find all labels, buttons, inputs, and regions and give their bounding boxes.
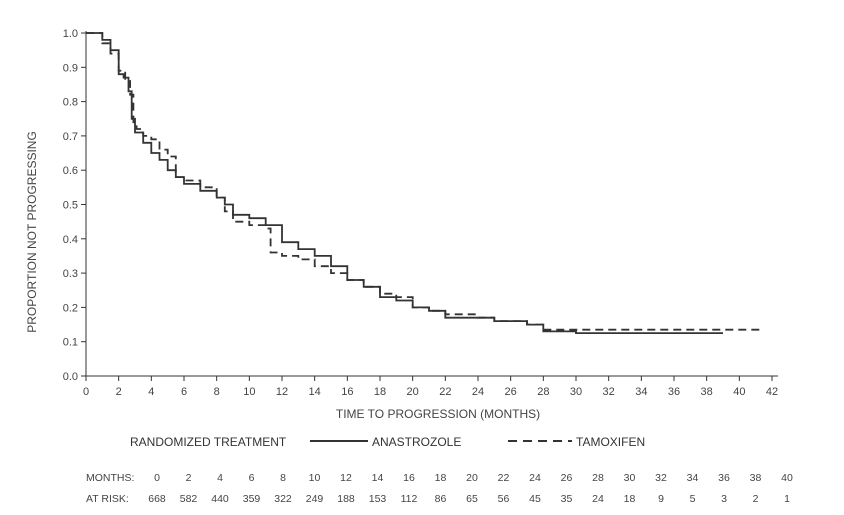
at-risk-count: 112 [401,493,418,505]
x-tick-label: 34 [635,386,647,398]
at-risk-month: 16 [403,472,415,484]
y-tick-label: 1.0 [63,28,78,40]
y-tick-label: 0.3 [63,268,78,280]
series-line-tamoxifen [86,32,764,331]
at-risk-month: 28 [592,472,604,484]
at-risk-count: 359 [243,493,261,505]
at-risk-months-row: 0 2 4 6 8 10 12 14 16 18 20 22 24 26 28 30 32 34 36 38 40 [154,472,793,484]
at-risk-month: 0 [154,472,160,484]
x-tick-label: 36 [668,386,680,398]
x-tick-label: 32 [603,386,615,398]
at-risk-month: 2 [186,472,192,484]
at-risk-count-label: AT RISK: [86,493,129,505]
y-tick-label: 0.1 [63,337,78,349]
x-tick-label: 18 [374,386,386,398]
at-risk-month: 20 [466,472,478,484]
series-group [86,32,764,334]
y-tick-label: 0.6 [63,165,78,177]
at-risk-count: 65 [466,493,478,505]
at-risk-month: 36 [718,472,730,484]
at-risk-count: 188 [337,493,355,505]
x-tick-label: 8 [214,386,220,398]
at-risk-count: 153 [369,493,387,505]
at-risk-table: MONTHS: AT RISK: 0 2 4 6 8 10 12 14 16 18 20 22 24 26… [86,472,793,505]
x-tick-label: 14 [309,386,321,398]
y-tick-label: 0.9 [63,62,78,74]
at-risk-count: 24 [592,493,604,505]
at-risk-month: 10 [309,472,321,484]
legend: RANDOMIZED TREATMENT ANASTROZOLE TAMOXIF… [130,435,645,449]
legend-label-anastrozole: ANASTROZOLE [372,435,461,449]
x-axis-title: TIME TO PROGRESSION (MONTHS) [336,407,540,421]
y-tick-label: 0.4 [63,234,78,246]
x-tick-label: 42 [766,386,778,398]
at-risk-month: 24 [529,472,541,484]
x-tick-label: 10 [243,386,255,398]
at-risk-count: 35 [561,493,573,505]
at-risk-month: 34 [687,472,699,484]
at-risk-month: 8 [280,472,286,484]
at-risk-month: 32 [655,472,667,484]
at-risk-count: 668 [148,493,166,505]
at-risk-count: 9 [658,493,664,505]
at-risk-count: 2 [753,493,759,505]
at-risk-month: 26 [561,472,573,484]
at-risk-count: 582 [180,493,198,505]
x-tick-label: 40 [733,386,745,398]
at-risk-month: 30 [624,472,636,484]
y-tick-label: 0.2 [63,302,78,314]
at-risk-month: 6 [249,472,255,484]
legend-label-tamoxifen: TAMOXIFEN [576,435,645,449]
x-tick-label: 12 [276,386,288,398]
y-tick-label: 0.8 [63,97,78,109]
at-risk-count: 440 [211,493,229,505]
at-risk-month: 14 [372,472,384,484]
y-tick-label: 0.7 [63,131,78,143]
at-risk-count: 5 [690,493,696,505]
at-risk-count: 18 [624,493,636,505]
at-risk-count: 1 [784,493,790,505]
at-risk-count: 86 [435,493,447,505]
at-risk-count: 322 [274,493,292,505]
x-ticks: 0 2 4 6 8 10 12 14 16 18 20 22 24 26 28 30 32 34 36 38 40 42 [83,376,778,398]
y-axis-title: PROPORTION NOT PROGRESSING [25,131,39,333]
at-risk-counts-row: 668 582 440 359 322 249 188 153 112 86 65 56 45 35 24 1… [148,493,790,505]
x-tick-label: 0 [83,386,89,398]
at-risk-month: 22 [498,472,510,484]
at-risk-month: 4 [217,472,223,484]
y-tick-label: 0.0 [63,371,78,383]
x-tick-label: 16 [341,386,353,398]
x-tick-label: 28 [537,386,549,398]
at-risk-count: 3 [721,493,727,505]
at-risk-month: 18 [435,472,447,484]
at-risk-month: 38 [750,472,762,484]
at-risk-count: 249 [306,493,324,505]
y-ticks: 0.0 0.1 0.2 0.3 0.4 0.5 0.6 0.7 0.8 0.9 1.0 [63,28,86,383]
x-tick-label: 22 [439,386,451,398]
x-tick-label: 38 [701,386,713,398]
at-risk-month: 12 [340,472,352,484]
x-tick-label: 26 [505,386,517,398]
legend-title: RANDOMIZED TREATMENT [130,435,287,449]
at-risk-count: 45 [529,493,541,505]
x-tick-label: 6 [181,386,187,398]
x-tick-label: 24 [472,386,484,398]
x-tick-label: 4 [148,386,154,398]
x-tick-label: 20 [407,386,419,398]
x-tick-label: 2 [116,386,122,398]
y-tick-label: 0.5 [63,200,78,212]
x-tick-label: 30 [570,386,582,398]
at-risk-count: 56 [498,493,510,505]
at-risk-month: 40 [781,472,793,484]
series-line-anastrozole [86,32,723,334]
at-risk-months-label: MONTHS: [86,472,134,484]
